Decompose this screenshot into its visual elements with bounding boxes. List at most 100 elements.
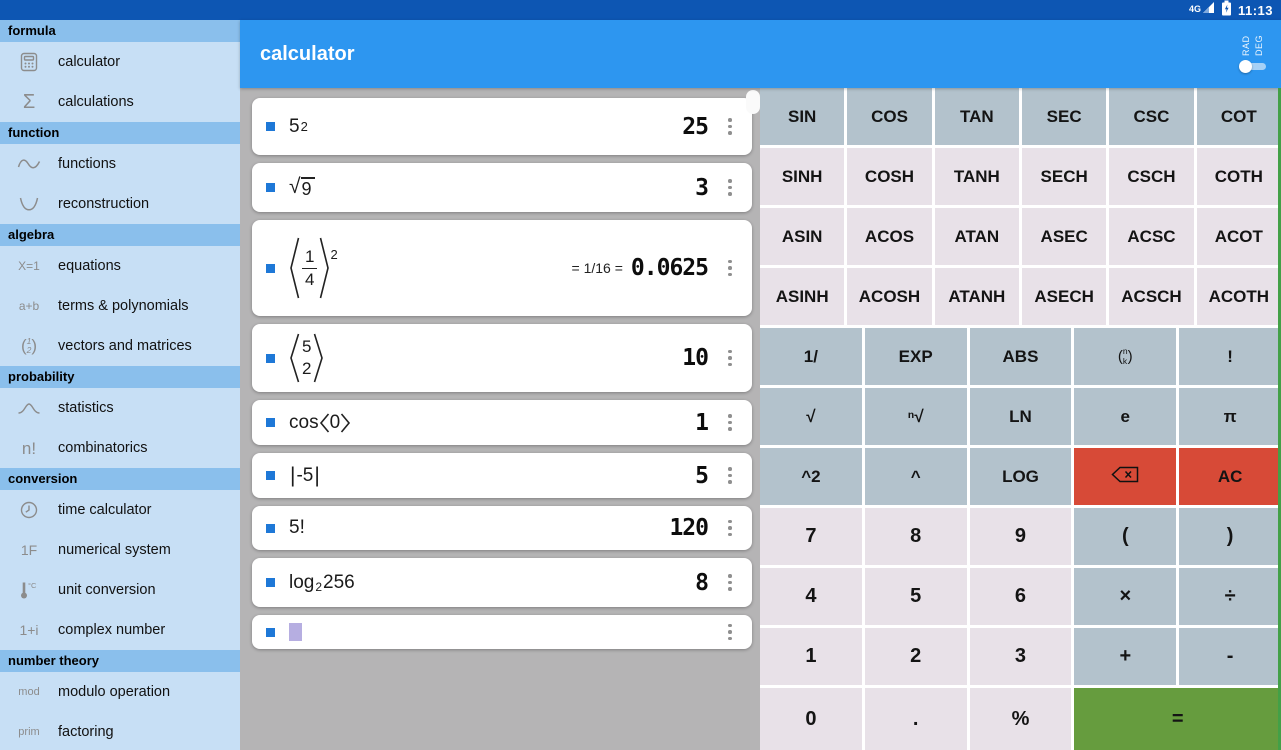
key-reciprocal[interactable]: 1/ [760, 328, 862, 385]
kebab-menu-icon[interactable] [716, 179, 744, 196]
key-csc[interactable]: CSC [1109, 88, 1194, 145]
key-sech[interactable]: SECH [1022, 148, 1107, 205]
key-atanh[interactable]: ATANH [934, 268, 1019, 325]
kebab-menu-icon[interactable] [716, 519, 744, 537]
key-asin[interactable]: ASIN [760, 208, 845, 265]
history-item[interactable]: 1 4 2 = 1/16 = 0.0625 [252, 220, 752, 316]
scrollbar-thumb[interactable] [746, 90, 760, 114]
key-cos[interactable]: COS [847, 88, 932, 145]
key-multiply[interactable]: × [1074, 568, 1177, 625]
kebab-menu-icon[interactable] [716, 574, 744, 591]
key-cosh[interactable]: COSH [847, 148, 932, 205]
key-backspace[interactable] [1074, 448, 1177, 505]
key-factorial[interactable]: ! [1179, 328, 1281, 385]
key-decimal[interactable]: . [864, 688, 967, 750]
key-8[interactable]: 8 [864, 508, 967, 565]
vector-icon: (1 2) [20, 335, 38, 355]
sidebar-item-unit-conversion[interactable]: °C unit conversion [0, 570, 240, 610]
history-item[interactable]: 5! 120 [252, 506, 752, 550]
key-sin[interactable]: SIN [760, 88, 845, 145]
key-3[interactable]: 3 [969, 628, 1072, 685]
key-tanh[interactable]: TANH [934, 148, 1019, 205]
history-item[interactable]: | -5 | 5 [252, 453, 752, 498]
history-item[interactable]: 5 2 10 [252, 324, 752, 392]
key-asinh[interactable]: ASINH [760, 268, 845, 325]
key-asech[interactable]: ASECH [1022, 268, 1107, 325]
sidebar-item-modulo-operation[interactable]: mod modulo operation [0, 672, 240, 712]
history-item[interactable]: √ 9 3 [252, 163, 752, 212]
history-item[interactable]: 5 2 25 [252, 98, 752, 155]
key-minus[interactable]: - [1179, 628, 1281, 685]
key-pi[interactable]: π [1179, 388, 1281, 445]
key-4[interactable]: 4 [760, 568, 862, 625]
kebab-menu-icon[interactable] [716, 259, 744, 277]
key-equals[interactable]: = [1074, 688, 1281, 750]
sidebar-item-terms-polynomials[interactable]: a+b terms & polynomials [0, 286, 240, 326]
key-acot[interactable]: ACOT [1196, 208, 1281, 265]
sidebar-item-numerical-system[interactable]: 1F numerical system [0, 530, 240, 570]
key-ln[interactable]: LN [969, 388, 1072, 445]
key-divide[interactable]: ÷ [1179, 568, 1281, 625]
key-acsc[interactable]: ACSC [1109, 208, 1194, 265]
key-open-paren[interactable]: ( [1074, 508, 1177, 565]
key-1[interactable]: 1 [760, 628, 862, 685]
key-power[interactable]: ^ [864, 448, 967, 505]
key-log[interactable]: LOG [969, 448, 1072, 505]
sidebar-item-equations[interactable]: X=1 equations [0, 246, 240, 286]
key-sqrt[interactable]: √ [760, 388, 862, 445]
angle-unit-toggle[interactable]: RAD DEG [1239, 35, 1267, 73]
key-tan[interactable]: TAN [934, 88, 1019, 145]
kebab-menu-icon[interactable] [716, 623, 744, 641]
history-item[interactable]: log 2 256 8 [252, 558, 752, 607]
key-7[interactable]: 7 [760, 508, 862, 565]
key-csch[interactable]: CSCH [1109, 148, 1194, 205]
key-plus[interactable]: + [1074, 628, 1177, 685]
key-2[interactable]: 2 [864, 628, 967, 685]
key-cot[interactable]: COT [1196, 88, 1281, 145]
key-atan[interactable]: ATAN [934, 208, 1019, 265]
section-header-probability: probability [0, 366, 240, 388]
key-acos[interactable]: ACOS [847, 208, 932, 265]
sidebar-item-time-calculator[interactable]: time calculator [0, 490, 240, 530]
key-sinh[interactable]: SINH [760, 148, 845, 205]
key-asec[interactable]: ASEC [1022, 208, 1107, 265]
history-item[interactable]: cos 0 1 [252, 400, 752, 445]
section-header-conversion: conversion [0, 468, 240, 490]
kebab-menu-icon[interactable] [716, 118, 744, 135]
sidebar-item-complex-number[interactable]: 1+i complex number [0, 610, 240, 650]
key-abs[interactable]: ABS [969, 328, 1072, 385]
key-5[interactable]: 5 [864, 568, 967, 625]
switch-knob[interactable] [1239, 59, 1252, 73]
key-acosh[interactable]: ACOSH [847, 268, 932, 325]
kebab-menu-icon[interactable] [716, 349, 744, 367]
key-e[interactable]: e [1074, 388, 1177, 445]
key-square[interactable]: ^2 [760, 448, 862, 505]
sidebar-item-statistics[interactable]: statistics [0, 388, 240, 428]
key-nth-root[interactable]: ⁿ√ [864, 388, 967, 445]
sidebar-item-calculator[interactable]: calculator [0, 42, 240, 82]
key-acoth[interactable]: ACOTH [1196, 268, 1281, 325]
key-n-choose-k[interactable]: (n k) [1074, 328, 1177, 385]
key-coth[interactable]: COTH [1196, 148, 1281, 205]
key-9[interactable]: 9 [969, 508, 1072, 565]
sidebar-item-combinatorics[interactable]: n! combinatorics [0, 428, 240, 468]
key-close-paren[interactable]: ) [1179, 508, 1281, 565]
history-item[interactable] [252, 615, 752, 649]
key-0[interactable]: 0 [760, 688, 862, 750]
key-ac[interactable]: AC [1179, 448, 1281, 505]
kebab-menu-icon[interactable] [716, 467, 744, 484]
key-acsch[interactable]: ACSCH [1109, 268, 1194, 325]
angle-unit-switch[interactable] [1239, 59, 1267, 73]
key-6[interactable]: 6 [969, 568, 1072, 625]
key-sec[interactable]: SEC [1022, 88, 1107, 145]
key-exp[interactable]: EXP [864, 328, 967, 385]
sigma-icon: Σ [22, 91, 36, 113]
sidebar-item-vectors-and-matrices[interactable]: (1 2) vectors and matrices [0, 326, 240, 366]
sidebar-item-reconstruction[interactable]: reconstruction [0, 184, 240, 224]
sidebar-item-factoring[interactable]: prim factoring [0, 712, 240, 750]
kebab-menu-icon[interactable] [716, 414, 744, 431]
key-percent[interactable]: % [969, 688, 1072, 750]
sidebar-item-functions[interactable]: functions [0, 144, 240, 184]
